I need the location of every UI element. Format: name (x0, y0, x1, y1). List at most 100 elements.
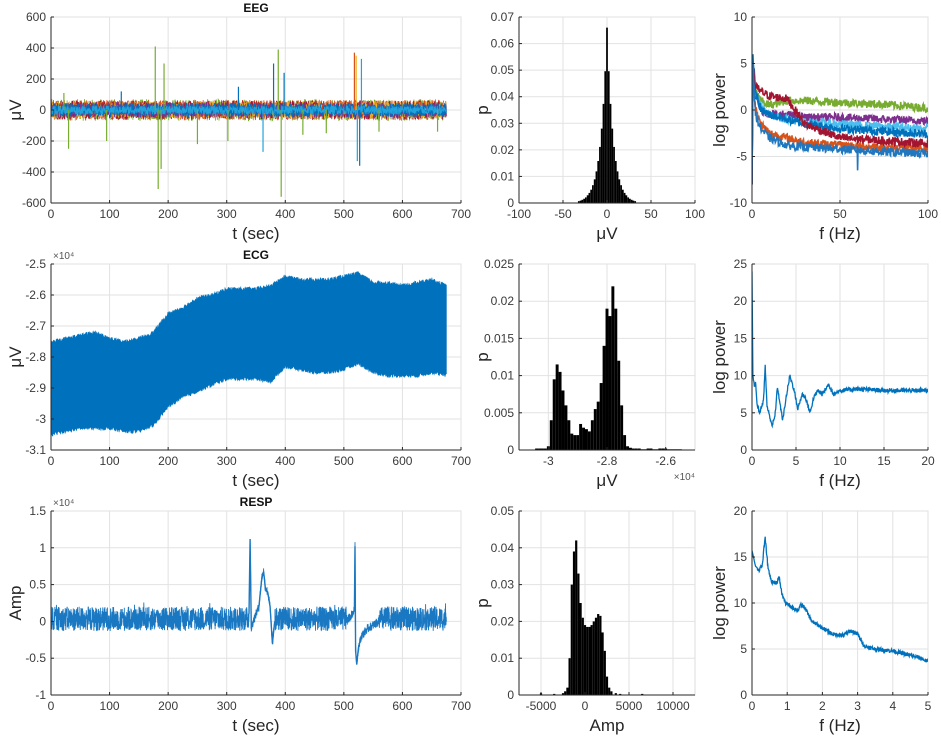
y-tick-label: 0.05 (491, 63, 515, 77)
chart-title: RESP (240, 495, 273, 509)
x-tick-label: -50 (554, 207, 572, 221)
panel-ecg-hist: -3 -2.8 -2.6 0 0.005 0.01 0.015 0.02 0.025 μV p ×10… (473, 257, 696, 490)
y-axis-label: p (473, 352, 492, 361)
hist-bar (553, 693, 556, 695)
hist-bar (616, 171, 619, 203)
x-tick-label: -5000 (526, 699, 557, 713)
eeg-channel-6 (51, 104, 447, 116)
hist-bar (611, 128, 614, 203)
x-tick-label: 15 (877, 454, 891, 468)
y-tick-label: 0.02 (491, 614, 515, 628)
x-axis-label: Amp (590, 716, 625, 735)
y-axis-label: log power (710, 566, 729, 640)
y-tick-label: 0 (740, 688, 747, 702)
y-tick-label: 0.04 (491, 90, 515, 104)
data-marks (51, 46, 447, 197)
y-tick-label: -2.5 (25, 257, 46, 271)
x-tick-label: 10 (833, 454, 847, 468)
hist-bar (641, 693, 644, 695)
y-tick-label: 10 (734, 596, 748, 610)
plot-area (50, 510, 462, 696)
hist-bar (581, 617, 584, 695)
hist-bar (585, 429, 588, 450)
y-axis-label: μV (6, 346, 25, 368)
y-tick-label: 25 (734, 257, 748, 271)
hist-bar (632, 200, 635, 203)
data-marks (539, 540, 644, 695)
y-exponent-label: ×10⁴ (53, 498, 74, 509)
y-tick-label: 0 (39, 103, 46, 117)
hist-bar (649, 448, 653, 450)
y-axis-label: log power (710, 320, 729, 394)
y-tick-label: 200 (26, 72, 46, 86)
hist-bar (590, 625, 593, 695)
x-tick-label: 400 (275, 207, 295, 221)
hist-bar (599, 615, 602, 695)
hist-bar (619, 693, 622, 695)
hist-bar (604, 71, 607, 203)
x-tick-label: 0 (749, 454, 756, 468)
panel-eeg-hist: -100 -50 0 50 100 0 0.01 0.02 0.03 0.04 0.05 0.06 0.… (473, 10, 705, 243)
x-tick-label: 600 (392, 207, 412, 221)
hist-bar (613, 146, 615, 203)
x-tick-label: 0 (48, 454, 55, 468)
hist-bar (538, 448, 541, 450)
hist-bar (620, 405, 624, 450)
resp-event (346, 546, 380, 665)
hist-bar (599, 383, 603, 450)
hist-bar (570, 433, 574, 450)
x-tick-label: 5 (793, 454, 800, 468)
y-tick-label: 10 (734, 369, 748, 383)
hist-bar (587, 431, 591, 450)
hist-bar (564, 405, 568, 450)
panel-resp-hist: -5000 0 5000 10000 0 0.01 0.02 0.03 0.04 0.05 Amp p (473, 504, 696, 735)
hist-bar (611, 286, 615, 450)
y-tick-label: 20 (734, 294, 748, 308)
psd-line (752, 536, 928, 663)
y-axis-label: p (473, 105, 492, 114)
data-marks (752, 54, 928, 185)
hist-bar (605, 308, 609, 450)
hist-bar (597, 161, 600, 203)
x-tick-label: 0 (749, 207, 756, 221)
y-tick-label: 0.05 (491, 504, 515, 518)
y-tick-label: 600 (26, 10, 46, 24)
grid (751, 16, 929, 204)
y-axis-label: log power (710, 73, 729, 147)
x-tick-label: 200 (158, 454, 178, 468)
hist-bar (621, 189, 624, 203)
y-tick-label: 0.03 (491, 578, 515, 592)
x-tick-label: 100 (685, 207, 705, 221)
y-axis-label: Amp (6, 586, 25, 621)
data-marks (752, 536, 928, 663)
y-tick-label: -2.7 (25, 319, 46, 333)
grid (751, 263, 929, 451)
y-tick-label: 0.02 (491, 294, 515, 308)
y-tick-label: 0 (740, 103, 747, 117)
y-tick-label: 0 (39, 614, 46, 628)
hist-bar (599, 146, 601, 203)
y-tick-label: -1 (35, 688, 46, 702)
hist-bar (567, 420, 571, 450)
hist-bar (581, 199, 584, 203)
hist-bar (618, 179, 621, 203)
x-tick-label: 400 (275, 454, 295, 468)
y-tick-label: 0.04 (491, 541, 515, 555)
hist-bar (558, 371, 562, 450)
y-tick-label: -10 (730, 196, 748, 210)
x-tick-label: 100 (100, 699, 120, 713)
hist-bar (588, 192, 591, 203)
psd-series-0 (752, 72, 928, 185)
hist-bar (629, 447, 632, 450)
y-axis-label: p (473, 598, 492, 607)
hist-bar (552, 379, 556, 450)
y-tick-label: 0 (507, 196, 514, 210)
hist-bar (630, 199, 633, 203)
hist-bar (593, 409, 597, 450)
x-tick-label: 200 (158, 207, 178, 221)
hist-bar (609, 103, 612, 203)
resp-signal (51, 541, 447, 665)
panel-ecg-psd: 0 5 10 15 20 0 5 10 15 20 25 f (Hz) log power (710, 257, 935, 490)
hist-bar (614, 693, 617, 695)
hist-bar (543, 448, 547, 450)
